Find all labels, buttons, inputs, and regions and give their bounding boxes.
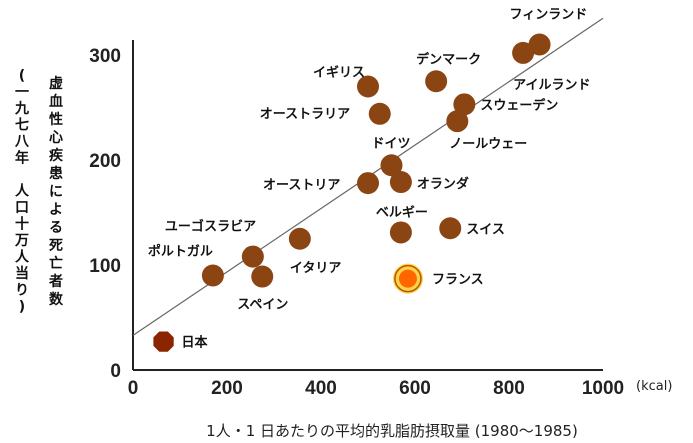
x-tick-label: 800 (493, 378, 525, 399)
y-label-char: 心 (49, 130, 63, 146)
point-label: デンマーク (416, 51, 481, 67)
data-point (380, 154, 403, 177)
y-tick-label: 200 (89, 151, 121, 172)
france-point (398, 269, 417, 288)
japan-point (153, 331, 174, 352)
data-point (368, 102, 391, 125)
data-point (512, 41, 535, 64)
tick-labels: 0 200 400 600 800 1000 0 100 200 300 (89, 46, 624, 399)
y-label-char: 十 (15, 216, 29, 233)
y-label-char: り (15, 283, 29, 299)
y-label-char: 死 (48, 238, 63, 254)
y-label-char: 人 (15, 183, 30, 200)
point-label: オーストラリア (260, 107, 350, 122)
y-label-char: ( (19, 68, 25, 84)
y-label-char: 亡 (49, 255, 63, 272)
x-tick-label: 1000 (582, 378, 624, 399)
point-label: ポルトガル (148, 244, 213, 260)
axes (132, 40, 603, 371)
y-label-char: 年 (15, 150, 29, 167)
point-label: フィンランド (510, 8, 588, 23)
x-tick-label: 600 (399, 378, 431, 399)
point-label: アイルランド (513, 78, 590, 93)
y-tick-label: 0 (110, 361, 121, 382)
y-label-char: 九 (14, 101, 29, 117)
data-point (241, 245, 264, 268)
y-label-char: 万 (14, 233, 29, 249)
y-label-char: 八 (14, 134, 30, 150)
data-point (357, 172, 379, 195)
point-label: スイス (466, 222, 505, 237)
data-point (288, 227, 311, 250)
data-point (201, 264, 224, 287)
point-label: ノールウェー (449, 137, 527, 152)
data-point (446, 110, 469, 133)
point-label: イタリア (290, 261, 341, 276)
y-label-char: 一 (15, 85, 29, 101)
y-label-char: ) (19, 299, 25, 315)
y-label-char: 疾 (49, 147, 64, 164)
data-point (389, 221, 412, 244)
point-label: ベルギー (376, 204, 428, 220)
y-label-char: 患 (49, 165, 63, 182)
x-axis-label: 1人・1 日あたりの平均的乳脂肪摂取量 (1980〜1985) (206, 422, 578, 440)
data-point (389, 171, 412, 194)
y-label-char: 虚 (49, 75, 63, 92)
y-label-char: 性 (49, 111, 63, 128)
y-label-char: 数 (49, 291, 64, 308)
y-tick-label: 300 (89, 46, 121, 67)
y-tick-label: 100 (89, 256, 121, 277)
data-point (251, 265, 274, 288)
data-point (357, 75, 379, 98)
data-point (453, 93, 476, 116)
data-point (425, 70, 448, 93)
point-label: オーストリア (263, 178, 340, 193)
france-point-ring (394, 264, 422, 293)
point-label: 日本 (182, 335, 208, 351)
point-label: イギリス (313, 65, 365, 81)
y-label-char: よ (49, 202, 63, 218)
y-label-char: 七 (15, 118, 29, 134)
y-label-char (15, 167, 29, 183)
y-label-char: 人 (15, 249, 30, 266)
point-label: スウェーデン (480, 97, 558, 113)
y-label-char: 血 (49, 93, 63, 110)
y-label-char: 者 (49, 274, 63, 290)
x-unit-label: (kcal) (636, 379, 672, 394)
y-label-char: る (49, 220, 63, 236)
point-label: スペイン (237, 298, 288, 313)
point-label: オランダ (417, 176, 469, 192)
y-label-char: に (49, 184, 63, 200)
x-tick-label: 200 (211, 378, 243, 399)
point-label: ユーゴスラビア (165, 219, 256, 235)
point-label: フランス (432, 273, 484, 288)
data-points (153, 33, 551, 352)
x-tick-label: 400 (305, 378, 337, 399)
point-label: ドイツ (372, 136, 411, 151)
y-label-char: 口 (15, 200, 29, 216)
data-point (528, 33, 551, 56)
x-tick-label: 0 (128, 378, 139, 399)
y-label-char: 当 (15, 265, 29, 282)
data-point (439, 217, 462, 240)
